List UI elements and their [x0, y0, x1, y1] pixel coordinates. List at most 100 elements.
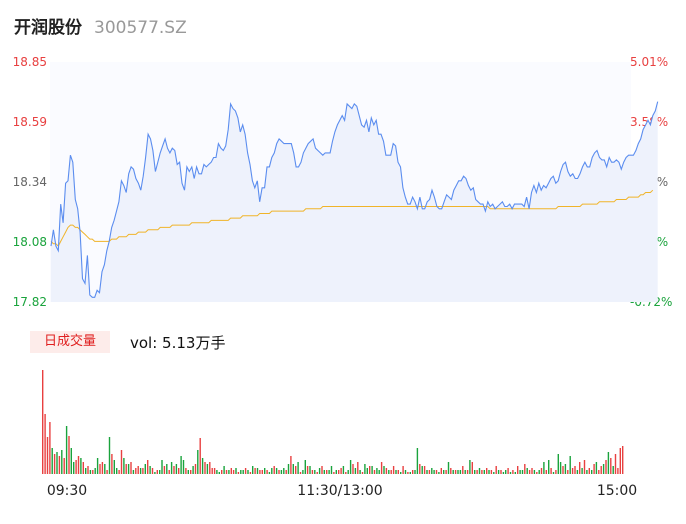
volume-bar	[464, 470, 466, 474]
volume-bar	[395, 470, 397, 474]
volume-bar	[199, 438, 201, 474]
volume-bar	[170, 462, 173, 474]
volume-bar	[249, 472, 252, 474]
volume-bar	[142, 468, 144, 474]
price-tick-label: 18.85	[13, 55, 47, 69]
volume-bar	[533, 470, 536, 474]
time-axis: 09:30 11:30/13:00 15:00	[47, 483, 637, 499]
volume-bar	[617, 468, 619, 474]
volume-bar	[433, 470, 435, 474]
volume-bar	[118, 470, 120, 474]
volume-bar	[531, 468, 533, 474]
volume-bar	[548, 460, 550, 474]
volume-bar	[507, 468, 509, 474]
volume-bar	[519, 470, 521, 474]
volume-bar	[173, 466, 175, 474]
volume-bar	[89, 470, 92, 474]
volume-bar	[579, 462, 581, 474]
price-tick-label: 18.59	[13, 115, 47, 129]
volume-bar	[552, 472, 555, 474]
price-line	[50, 101, 659, 298]
volume-bar	[230, 468, 232, 474]
volume-bar	[376, 468, 378, 474]
volume-bar	[53, 454, 56, 474]
volume-bar	[502, 472, 505, 474]
volume-bar	[225, 470, 228, 474]
volume-bar	[273, 466, 275, 474]
volume-bar	[104, 464, 106, 474]
volume-bar	[256, 468, 259, 474]
volume-bar	[187, 470, 189, 474]
volume-bar	[309, 466, 311, 474]
stock-code: 300577.SZ	[94, 18, 187, 38]
volume-bar	[99, 464, 101, 474]
volume-bar	[388, 470, 390, 474]
volume-bar	[428, 470, 431, 474]
volume-bar	[163, 466, 166, 474]
volume-bar	[469, 460, 471, 474]
volume-bar	[161, 460, 163, 474]
volume-bar	[462, 466, 464, 474]
price-tick-label: 18.34	[13, 175, 47, 189]
volume-bar	[318, 468, 321, 474]
volume-bar	[581, 468, 583, 474]
volume-bar	[221, 470, 223, 474]
volume-bar	[259, 470, 261, 474]
volume-bar	[94, 468, 96, 474]
volume-bar	[261, 470, 263, 474]
volume-bar	[80, 458, 82, 474]
volume-bar	[447, 462, 450, 474]
volume-bar	[526, 468, 528, 474]
volume-bar	[154, 472, 156, 474]
volume-bar	[290, 456, 292, 474]
chart-title: 开润股份 300577.SZ	[14, 13, 187, 39]
volume-bar	[366, 468, 368, 474]
volume-bar	[450, 468, 452, 474]
volume-bar	[275, 468, 278, 474]
volume-bar	[574, 466, 576, 474]
volume-bar	[92, 470, 94, 474]
volume-bar	[101, 462, 104, 474]
volume-bar	[137, 466, 139, 474]
volume-bar	[149, 466, 151, 474]
volume-bar	[218, 472, 220, 474]
volume-bar	[68, 436, 70, 474]
volume-bar	[252, 466, 254, 474]
volume-bar	[135, 468, 137, 474]
volume-badge: 日成交量	[30, 331, 110, 353]
volume-bar	[232, 470, 235, 474]
volume-bar	[481, 470, 483, 474]
volume-bar	[192, 466, 194, 474]
volume-bar	[359, 470, 361, 474]
volume-bar	[524, 464, 526, 474]
volume-bar	[342, 466, 345, 474]
volume-bar	[240, 470, 242, 474]
volume-bar	[440, 468, 442, 474]
volume-bar	[268, 472, 271, 474]
volume-bar	[457, 470, 459, 474]
time-tick-label: 15:00	[597, 483, 637, 499]
volume-bar	[56, 452, 58, 474]
volume-bar	[445, 470, 447, 474]
volume-bar	[543, 462, 545, 474]
volume-bar	[156, 470, 158, 474]
volume-label: vol: 5.13万手	[130, 334, 226, 352]
volume-bar	[605, 460, 607, 474]
volume-bar	[438, 472, 440, 474]
volume-bar	[521, 470, 524, 474]
time-tick-label: 09:30	[47, 483, 87, 499]
volume-bar	[51, 448, 53, 474]
volume-bar	[168, 470, 170, 474]
volume-bar	[493, 472, 495, 474]
volume-bar	[197, 450, 199, 474]
volume-bar	[235, 468, 237, 474]
volume-bar	[151, 468, 154, 474]
volume-bar	[287, 464, 290, 474]
volume-bar	[443, 470, 445, 474]
volume-bar	[602, 464, 605, 474]
volume-bar	[369, 466, 371, 474]
volume-bar	[483, 470, 485, 474]
volume-bar	[364, 464, 366, 474]
volume-bar	[361, 472, 364, 474]
volume-bar	[254, 468, 256, 474]
